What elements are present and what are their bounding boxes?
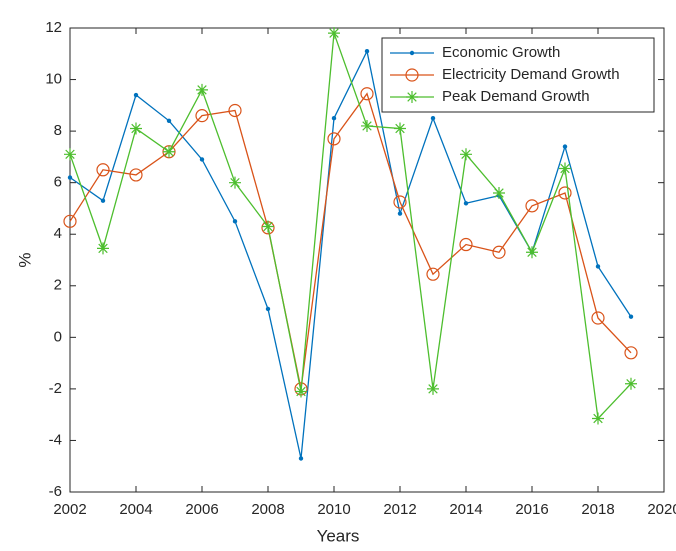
data-point [397,211,403,216]
data-point [228,103,242,118]
data-point [163,145,175,158]
data-point [526,246,538,259]
data-point [96,163,110,177]
data-point [493,186,505,199]
data-point [364,49,370,54]
data-point [130,122,142,135]
data-point [393,195,407,209]
data-point [525,199,539,213]
series-line [69,49,632,459]
data-point [67,175,73,180]
data-point [591,311,605,325]
data-point [628,314,634,319]
y-tick-label: 12 [45,19,62,36]
data-point [394,122,406,135]
y-tick-label: -4 [49,431,62,448]
legend-label: Electricity Demand Growth [442,66,620,83]
data-point [430,116,436,121]
x-tick-label: 2010 [317,501,350,518]
legend-label: Economic Growth [442,44,560,61]
data-point [295,385,307,398]
x-tick-label: 2008 [251,501,284,518]
legend: Economic Growth Electricity Demand Growth… [381,37,655,113]
data-point [262,220,274,233]
data-point [463,201,469,206]
y-tick-label: -6 [49,483,62,500]
data-point [460,148,472,161]
data-point [562,144,568,149]
x-tick-label: 2020 [647,501,676,518]
data-point [63,214,77,228]
y-tick-label: 2 [54,277,62,294]
data-point [595,264,601,269]
data-point [298,456,304,461]
data-point [492,245,506,259]
y-tick-label: 6 [54,174,62,191]
data-point [97,242,109,255]
data-point [625,377,637,390]
x-tick-label: 2006 [185,501,218,518]
x-tick-label: 2014 [449,501,482,518]
data-point [166,118,172,124]
y-tick-label: 0 [54,328,62,345]
legend-label: Peak Demand Growth [442,88,590,105]
data-point [361,119,373,132]
data-point [133,92,139,98]
y-tick-label: -2 [49,380,62,397]
data-point [559,162,571,175]
y-tick-label: 8 [54,122,62,139]
x-tick-label: 2002 [53,501,86,518]
series-line [69,32,632,420]
data-point [196,83,208,96]
y-tick-label: 4 [54,225,62,242]
data-point [426,267,440,281]
data-point [232,219,238,224]
data-point [427,382,439,395]
data-point [459,237,473,252]
data-point [331,116,337,121]
x-tick-label: 2018 [581,501,614,518]
legend-marker [409,50,415,56]
data-point [558,186,572,200]
data-point [624,346,638,360]
data-point [64,148,76,161]
x-tick-label: 2012 [383,501,416,518]
data-point [129,168,143,182]
legend-marker [405,68,419,82]
legend-marker [406,91,418,103]
data-point [328,27,340,40]
data-point [265,306,271,312]
y-axis-label: % [15,252,34,267]
x-axis-label: Years [317,526,360,545]
data-point [229,176,241,189]
x-tick-label: 2004 [119,501,152,518]
data-point [327,132,341,146]
y-tick-label: 10 [45,71,62,88]
data-point [199,157,205,162]
data-point [360,87,374,101]
data-point [100,198,106,203]
data-point [195,109,209,123]
data-point [592,412,604,425]
x-tick-label: 2016 [515,501,548,518]
